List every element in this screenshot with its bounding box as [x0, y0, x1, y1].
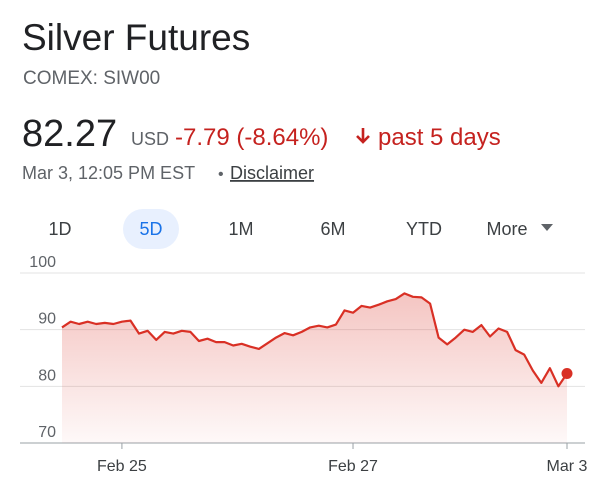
- price: 82.27: [22, 113, 117, 155]
- period: past 5 days: [378, 124, 501, 151]
- range-tab[interactable]: More: [486, 219, 527, 239]
- range-tabs: 1D 5D 1M 6M YTD More: [48, 209, 553, 249]
- chart: 70 80 90 100 Feb 25 Feb 27 Mar 3: [20, 254, 588, 475]
- currency: USD: [131, 129, 169, 149]
- exchange: COMEX: SIW00: [23, 68, 160, 89]
- range-tab[interactable]: YTD: [406, 219, 442, 239]
- y-tick-label: 70: [38, 424, 56, 441]
- down-arrow: [356, 128, 370, 144]
- title: Silver Futures: [22, 17, 250, 58]
- dropdown-caret: [541, 224, 553, 231]
- y-tick-label: 90: [38, 311, 56, 328]
- range-tab[interactable]: 5D: [139, 219, 162, 239]
- timestamp: Mar 3, 12:05 PM EST: [22, 163, 195, 183]
- x-tick-label: Mar 3: [547, 458, 588, 475]
- range-tab[interactable]: 1D: [48, 219, 71, 239]
- range-tab[interactable]: 1M: [228, 219, 253, 239]
- price-line: [61, 292, 568, 388]
- area-fill: [62, 293, 567, 443]
- range-tab[interactable]: 6M: [320, 219, 345, 239]
- y-tick-label: 100: [29, 254, 56, 271]
- change: -7.79 (-8.64%): [175, 124, 328, 151]
- x-tick-label: Feb 25: [97, 458, 147, 475]
- end-marker: [561, 367, 573, 379]
- y-tick-label: 80: [38, 367, 56, 384]
- disclaimer-link[interactable]: Disclaimer: [230, 163, 314, 183]
- x-tick-label: Feb 27: [328, 458, 378, 475]
- separator: •: [218, 166, 224, 183]
- tab-highlight: [123, 209, 179, 249]
